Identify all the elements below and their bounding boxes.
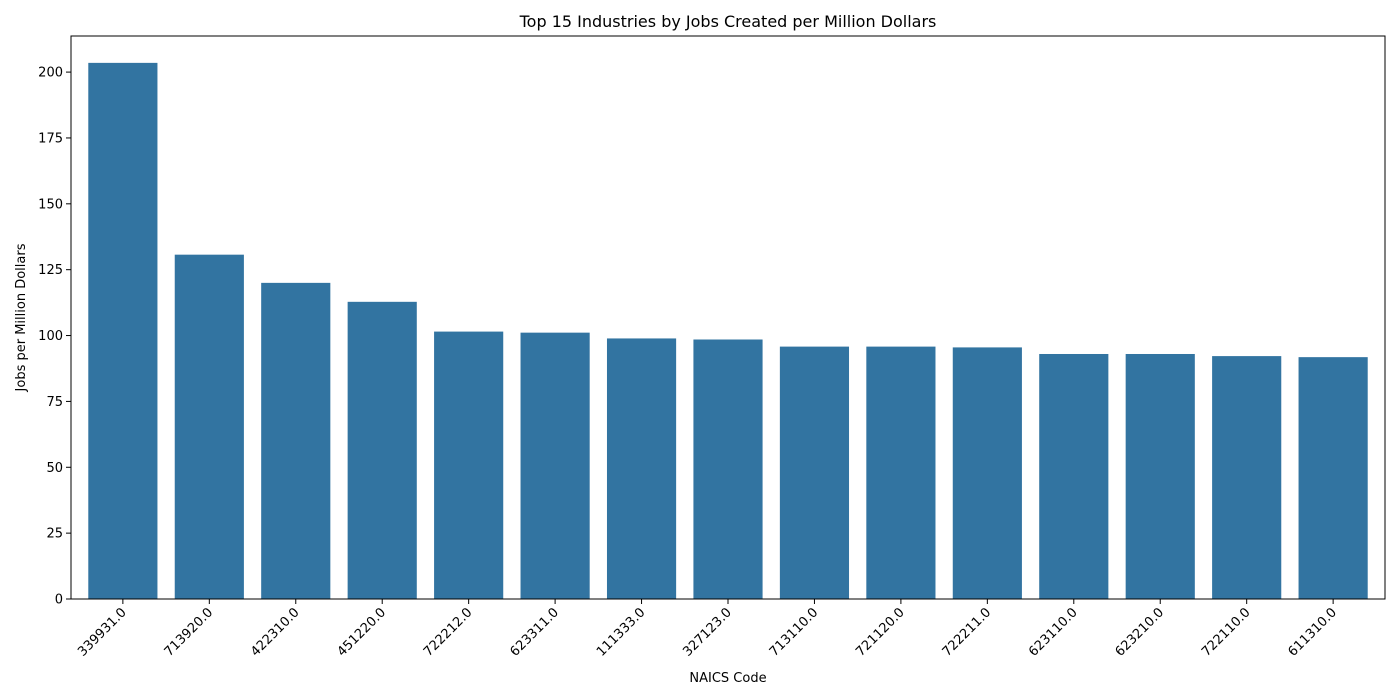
- bar-111333.0: [606, 338, 677, 599]
- x-tick-label: 722212.0: [421, 605, 475, 659]
- bar-327123.0: [693, 339, 763, 599]
- y-axis: 0 25 50 75 100 125 150 175 200: [38, 66, 71, 608]
- x-tick-label: 339931.0: [75, 605, 129, 659]
- y-axis-label: Jobs per Million Dollars: [14, 243, 29, 392]
- y-tick-label: 125: [38, 263, 63, 278]
- bar-422310.0: [261, 282, 331, 599]
- bar-623210.0: [1125, 353, 1195, 599]
- x-axis: 339931.0 713920.0 422310.0 451220.0 722212.0…: [75, 599, 1340, 660]
- x-axis-label: NAICS Code: [689, 671, 766, 686]
- x-tick-label: 623311.0: [507, 605, 561, 659]
- y-tick-label: 100: [38, 329, 63, 344]
- x-tick-label: 722110.0: [1199, 605, 1253, 659]
- bar-339931.0: [88, 62, 158, 600]
- x-tick-label: 451220.0: [335, 605, 389, 659]
- x-tick-label: 611310.0: [1285, 605, 1339, 659]
- y-tick-label: 75: [46, 395, 63, 410]
- bar-721120.0: [866, 346, 936, 599]
- x-tick-label: 111333.0: [594, 605, 648, 659]
- bar-722110.0: [1212, 356, 1282, 599]
- y-tick-label: 200: [38, 66, 63, 81]
- bar-611310.0: [1298, 357, 1368, 599]
- plot-frame: [70, 35, 1386, 600]
- y-tick-label: 50: [46, 461, 63, 476]
- bars-group: [88, 62, 1368, 600]
- bar-713920.0: [174, 254, 244, 600]
- bar-451220.0: [347, 301, 417, 599]
- bar-623110.0: [1039, 353, 1109, 599]
- y-tick-label: 150: [38, 197, 63, 212]
- y-tick-label: 25: [46, 527, 63, 542]
- bar-722211.0: [952, 347, 1022, 599]
- bar-623311.0: [520, 332, 590, 599]
- x-tick-label: 721120.0: [853, 605, 907, 659]
- x-tick-label: 713110.0: [767, 605, 821, 659]
- x-tick-label: 623110.0: [1026, 605, 1080, 659]
- x-tick-label: 713920.0: [162, 605, 216, 659]
- bar-722212.0: [434, 331, 504, 599]
- x-tick-label: 722211.0: [940, 605, 994, 659]
- chart-title: Top 15 Industries by Jobs Created per Mi…: [519, 12, 937, 31]
- bar-713110.0: [779, 346, 850, 599]
- x-tick-label: 623210.0: [1113, 605, 1167, 659]
- y-tick-label: 175: [38, 131, 63, 146]
- y-tick-label: 0: [55, 593, 63, 608]
- x-tick-label: 422310.0: [248, 605, 302, 659]
- x-tick-label: 327123.0: [680, 605, 734, 659]
